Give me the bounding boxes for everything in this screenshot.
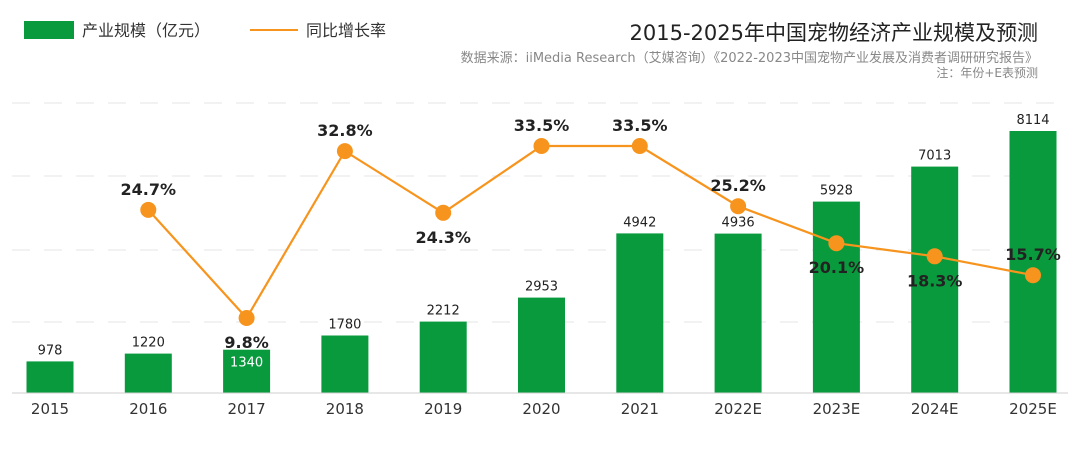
growth-line bbox=[147, 144, 1034, 320]
bar-value-label: 1340 bbox=[230, 356, 263, 371]
growth-value-label: 33.5% bbox=[514, 116, 570, 135]
chart-source: 数据来源：iiMedia Research（艾媒咨询）《2022-2023中国宠… bbox=[461, 50, 1038, 66]
growth-point bbox=[828, 235, 845, 252]
x-tick-label: 2024E bbox=[911, 400, 959, 418]
bar-value-label: 5928 bbox=[820, 184, 853, 199]
growth-point bbox=[336, 143, 353, 160]
bar bbox=[321, 335, 369, 393]
x-tick-label: 2015 bbox=[31, 400, 69, 418]
growth-value-label: 20.1% bbox=[809, 258, 865, 277]
bar bbox=[1009, 131, 1057, 393]
bar bbox=[714, 233, 762, 393]
growth-value-label: 15.7% bbox=[1005, 245, 1061, 264]
growth-point bbox=[238, 310, 255, 326]
chart-title: 2015-2025年中国宠物经济产业规模及预测 bbox=[630, 21, 1038, 45]
bar-value-label: 7013 bbox=[918, 149, 951, 164]
bar bbox=[616, 233, 664, 393]
bar-series: 978 1220 1340 1780 2212 2953 4942 4936 5928 7013 8… bbox=[26, 113, 1057, 393]
growth-value-label: 25.2% bbox=[710, 176, 766, 195]
growth-value-label: 9.8% bbox=[224, 333, 268, 352]
growth-point bbox=[1025, 267, 1041, 284]
bar bbox=[124, 353, 172, 393]
x-tick-label: 2021 bbox=[621, 400, 659, 418]
growth-value-label: 33.5% bbox=[612, 116, 668, 135]
line-series: 24.7% 9.8% 32.8% 24.3% 33.5% 33.5% 25.2% 20.1% 1… bbox=[121, 116, 1061, 352]
bar bbox=[419, 321, 467, 393]
x-tick-label: 2016 bbox=[129, 400, 167, 418]
growth-value-label: 32.8% bbox=[317, 121, 373, 140]
x-tick-label: 2023E bbox=[813, 400, 861, 418]
bar bbox=[518, 297, 565, 393]
bar-value-label: 978 bbox=[38, 343, 63, 358]
growth-value-label: 18.3% bbox=[907, 271, 963, 290]
growth-point bbox=[926, 248, 943, 265]
bar-value-label: 4936 bbox=[722, 216, 755, 231]
growth-point bbox=[730, 198, 747, 215]
x-tick-label: 2017 bbox=[228, 400, 266, 418]
legend-swatch-bars bbox=[24, 21, 74, 39]
x-tick-label: 2018 bbox=[326, 400, 364, 418]
bar bbox=[26, 361, 74, 393]
legend-label-line: 同比增长率 bbox=[306, 21, 386, 40]
bar bbox=[223, 349, 271, 393]
bar bbox=[911, 166, 959, 393]
growth-value-label: 24.3% bbox=[415, 228, 471, 247]
x-axis-ticks: 2015 2016 2017 2018 2019 2020 2021 2022E 2023E 20… bbox=[31, 400, 1057, 418]
x-tick-label: 2019 bbox=[424, 400, 462, 418]
bar-value-label: 4942 bbox=[623, 215, 656, 230]
bar-value-label: 8114 bbox=[1016, 113, 1049, 128]
bar-value-label: 1220 bbox=[132, 336, 165, 351]
legend-label-bars: 产业规模（亿元） bbox=[82, 21, 210, 40]
growth-point bbox=[435, 204, 452, 221]
bar bbox=[812, 201, 860, 393]
x-tick-label: 2022E bbox=[714, 400, 762, 418]
growth-value-label: 24.7% bbox=[121, 180, 177, 199]
bar-value-label: 1780 bbox=[328, 318, 361, 333]
x-tick-label: 2020 bbox=[522, 400, 560, 418]
bar-value-label: 2953 bbox=[525, 280, 558, 295]
bar-value-label: 2212 bbox=[427, 304, 460, 319]
growth-point bbox=[533, 138, 550, 154]
growth-point bbox=[140, 201, 157, 218]
legend: 产业规模（亿元） 同比增长率 bbox=[24, 21, 386, 40]
growth-point bbox=[631, 138, 648, 154]
x-tick-label: 2025E bbox=[1009, 400, 1057, 418]
chart-note: 注：年份+E表预测 bbox=[936, 65, 1038, 80]
